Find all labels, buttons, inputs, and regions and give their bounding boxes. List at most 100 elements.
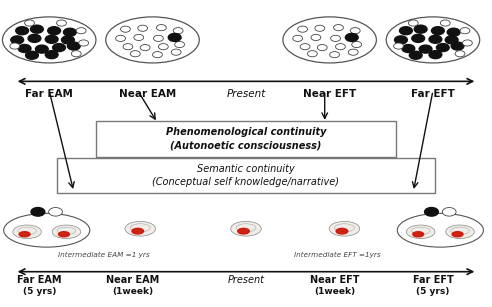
Circle shape (67, 42, 80, 50)
Circle shape (425, 208, 438, 216)
Text: Far EAM: Far EAM (17, 275, 62, 285)
Ellipse shape (413, 232, 424, 237)
Text: Near EFT: Near EFT (303, 89, 356, 99)
Text: Near EAM: Near EAM (106, 275, 159, 285)
FancyBboxPatch shape (96, 121, 396, 157)
Ellipse shape (59, 232, 69, 237)
Circle shape (436, 44, 449, 52)
Circle shape (116, 35, 125, 41)
Ellipse shape (13, 225, 41, 239)
Circle shape (31, 25, 43, 33)
Circle shape (460, 28, 470, 34)
Circle shape (308, 51, 317, 57)
Circle shape (431, 27, 444, 35)
Circle shape (414, 25, 427, 33)
Circle shape (334, 25, 343, 31)
Circle shape (10, 43, 20, 49)
Text: Phenomenological continuity
(Autonoetic consciousness): Phenomenological continuity (Autonoetic … (166, 127, 326, 150)
Circle shape (412, 34, 425, 42)
Circle shape (440, 20, 450, 26)
Circle shape (408, 20, 418, 26)
Circle shape (25, 20, 34, 26)
Ellipse shape (283, 17, 376, 63)
Ellipse shape (329, 221, 360, 236)
Circle shape (429, 35, 442, 43)
Ellipse shape (336, 228, 348, 234)
Text: Far EFT: Far EFT (413, 275, 453, 285)
Circle shape (300, 44, 310, 50)
Circle shape (45, 35, 58, 43)
Circle shape (76, 28, 86, 34)
Text: Far EFT: Far EFT (411, 89, 455, 99)
Circle shape (26, 51, 38, 59)
Ellipse shape (19, 232, 30, 237)
Circle shape (400, 27, 412, 35)
Circle shape (158, 44, 168, 50)
Circle shape (447, 28, 460, 36)
Text: Intermediate EAM =1 yrs: Intermediate EAM =1 yrs (58, 252, 149, 258)
Circle shape (419, 45, 432, 53)
Ellipse shape (125, 221, 155, 236)
Circle shape (57, 20, 66, 26)
Ellipse shape (4, 213, 90, 247)
Circle shape (298, 26, 308, 32)
Circle shape (402, 45, 415, 52)
Circle shape (154, 35, 163, 41)
Circle shape (18, 45, 31, 52)
Circle shape (451, 42, 464, 50)
Circle shape (35, 45, 48, 53)
Ellipse shape (52, 225, 81, 239)
Ellipse shape (406, 225, 435, 239)
Circle shape (153, 52, 162, 58)
Circle shape (138, 25, 148, 31)
Circle shape (311, 34, 321, 41)
Circle shape (394, 43, 403, 49)
FancyBboxPatch shape (57, 158, 435, 193)
Text: Intermediate EFT =1yrs: Intermediate EFT =1yrs (294, 252, 380, 258)
Circle shape (168, 33, 181, 41)
Circle shape (123, 44, 133, 50)
Circle shape (330, 52, 339, 58)
Circle shape (31, 208, 45, 216)
Circle shape (445, 36, 458, 44)
Circle shape (442, 208, 456, 216)
Circle shape (409, 51, 422, 59)
Circle shape (16, 27, 29, 35)
Ellipse shape (398, 213, 484, 247)
Text: Far EAM: Far EAM (25, 89, 73, 99)
Ellipse shape (106, 17, 199, 63)
Circle shape (11, 36, 24, 44)
Circle shape (352, 41, 362, 48)
Circle shape (317, 45, 327, 51)
Ellipse shape (231, 221, 261, 236)
Circle shape (48, 27, 61, 35)
Text: Present: Present (226, 89, 266, 99)
Circle shape (462, 40, 472, 46)
Ellipse shape (238, 228, 249, 234)
Circle shape (71, 51, 81, 57)
Text: Semantic continuity
(Conceptual self knowledge/narrative): Semantic continuity (Conceptual self kno… (153, 164, 339, 187)
Text: (1week): (1week) (314, 287, 355, 296)
Circle shape (28, 34, 41, 42)
Circle shape (156, 25, 166, 31)
Text: Near EFT: Near EFT (310, 275, 359, 285)
Circle shape (345, 33, 358, 41)
Circle shape (429, 51, 442, 59)
Circle shape (121, 26, 130, 32)
Text: Near EAM: Near EAM (119, 89, 176, 99)
Circle shape (49, 208, 62, 216)
Ellipse shape (446, 225, 474, 239)
Circle shape (171, 49, 181, 55)
Text: (5 yrs): (5 yrs) (23, 287, 56, 296)
Circle shape (293, 35, 303, 41)
Circle shape (350, 28, 360, 34)
Circle shape (63, 28, 76, 36)
Text: (1week): (1week) (112, 287, 154, 296)
Ellipse shape (452, 232, 463, 237)
Circle shape (331, 35, 340, 41)
Circle shape (348, 49, 358, 55)
Circle shape (395, 36, 407, 44)
Circle shape (130, 51, 140, 57)
Circle shape (53, 44, 65, 52)
Ellipse shape (2, 17, 96, 63)
